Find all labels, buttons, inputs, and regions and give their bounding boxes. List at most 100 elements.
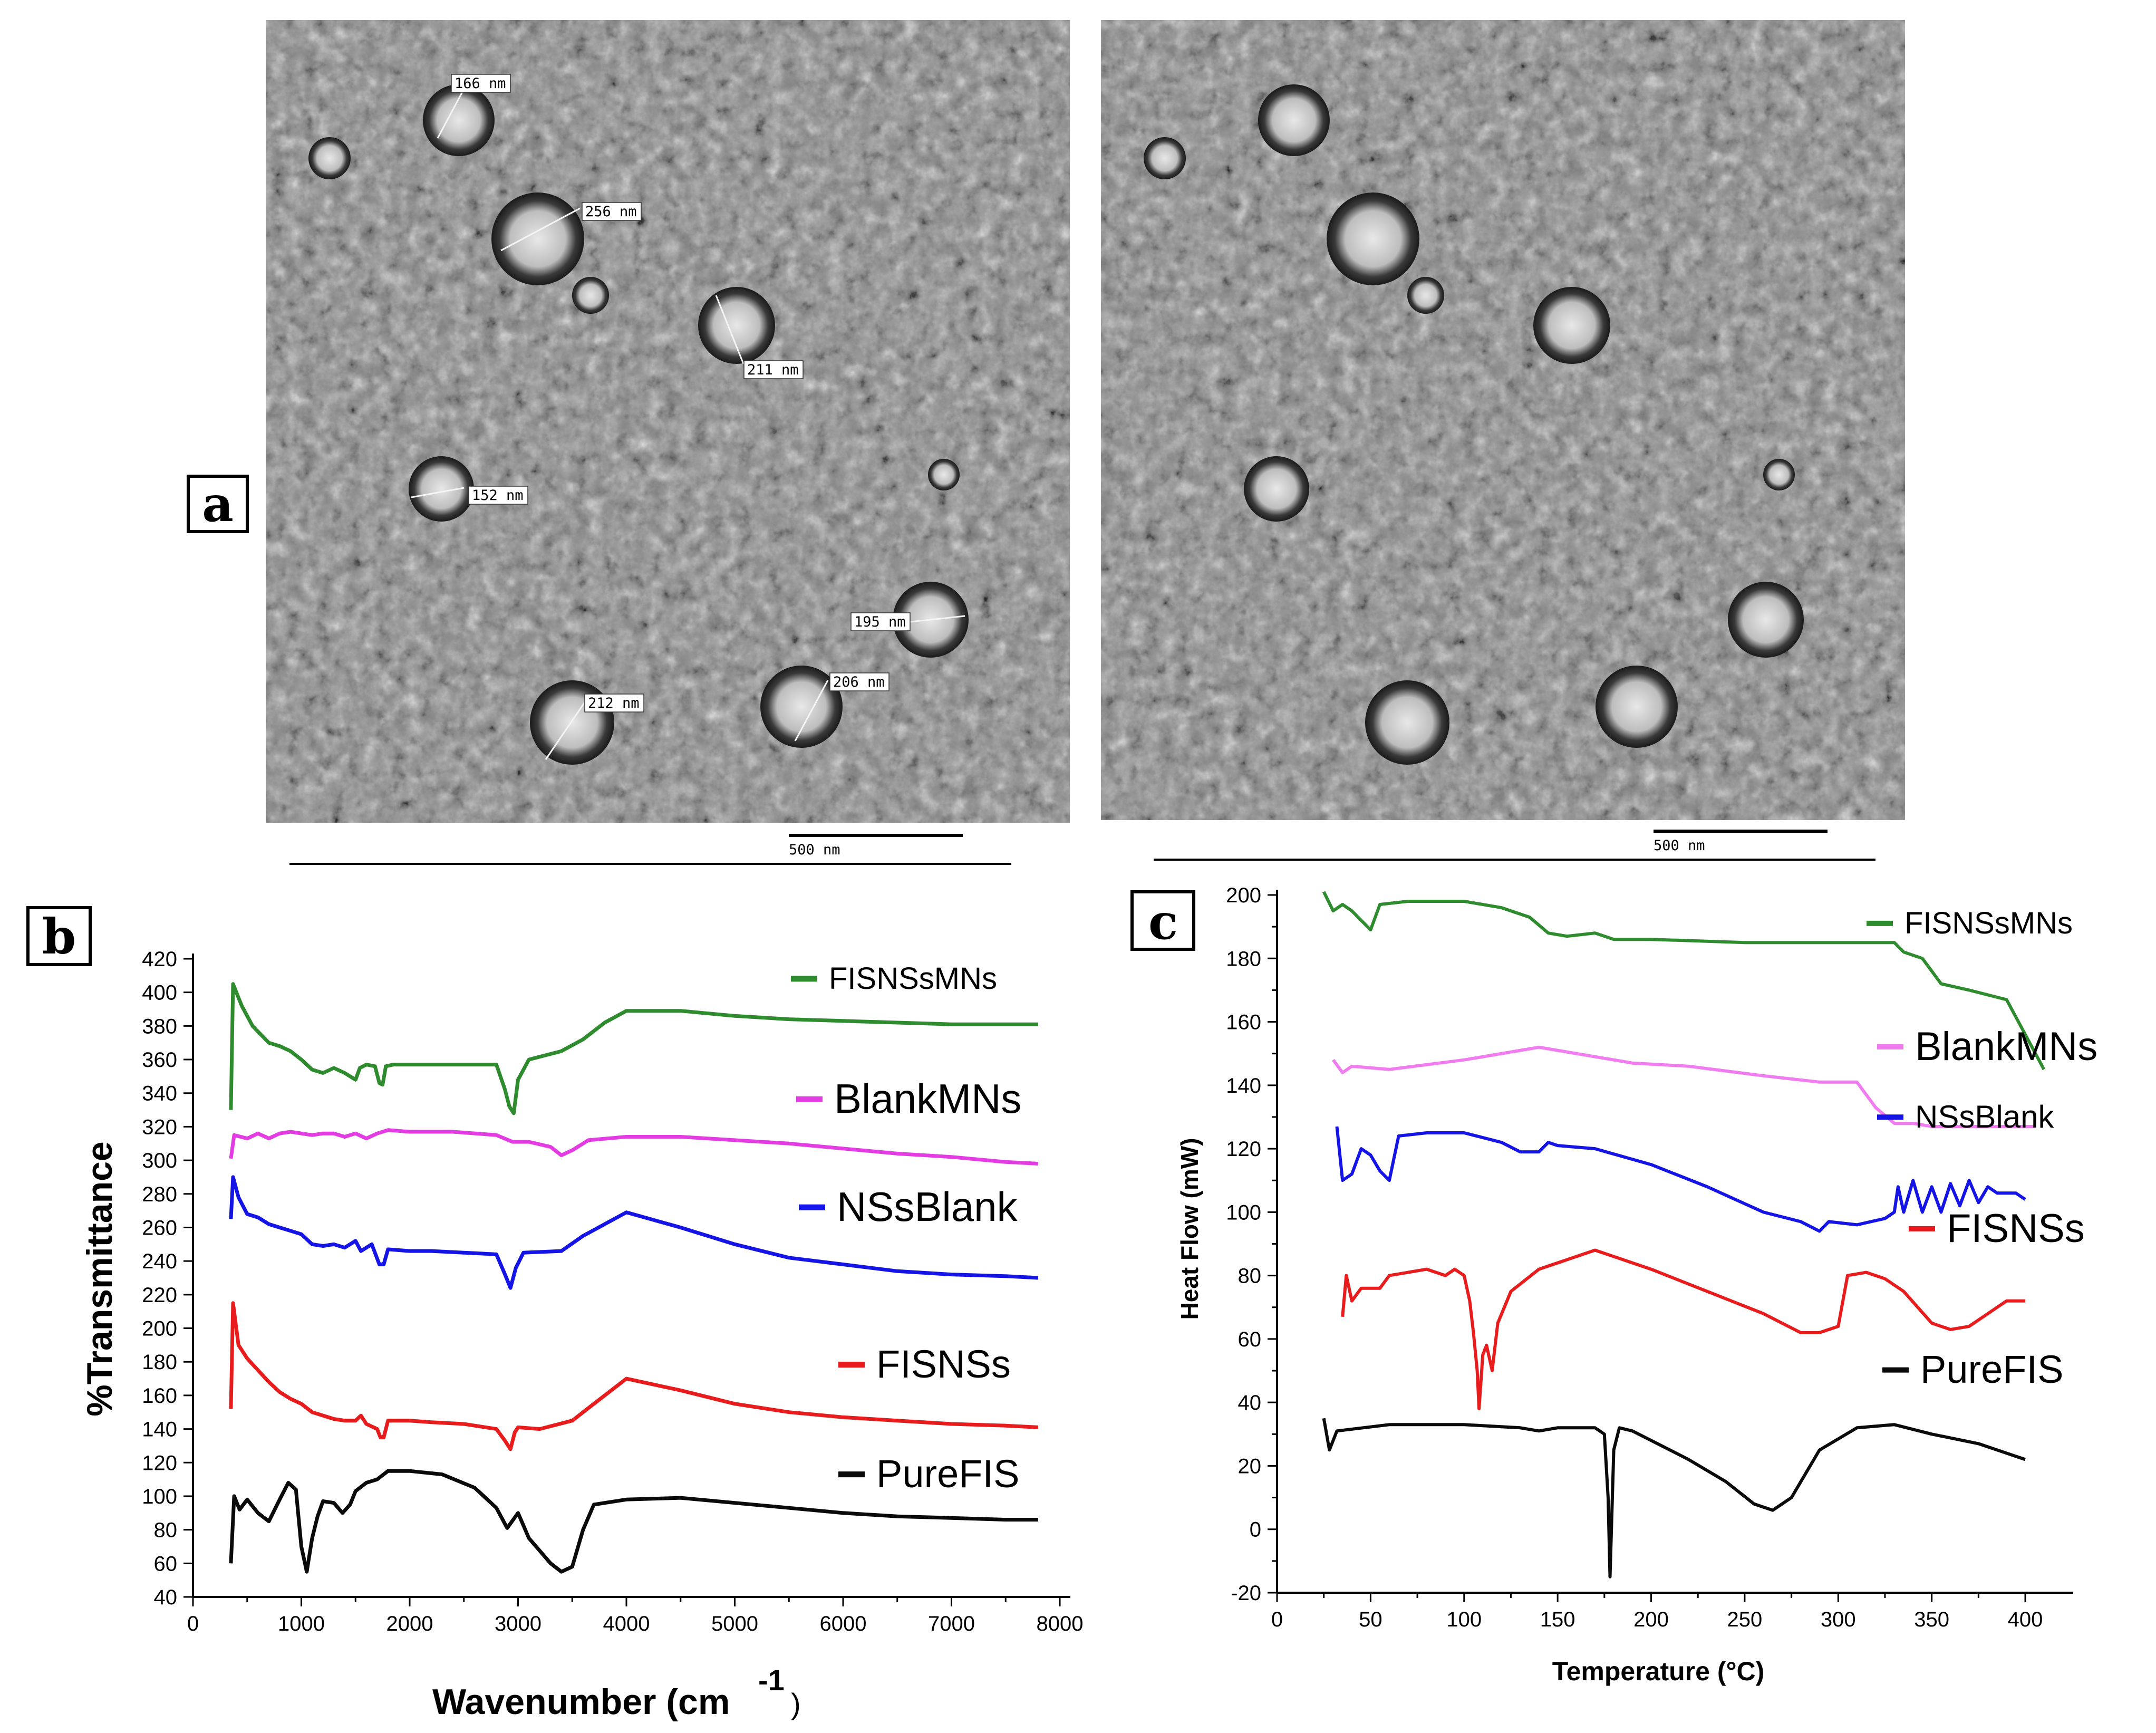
- vesicle: [1763, 459, 1795, 490]
- vesicle: [760, 666, 843, 748]
- x-tick-label: 0: [187, 1612, 199, 1635]
- panel-label-a: a: [187, 475, 249, 533]
- tem-panel: 166 nm 256 nm 211 nm 152 nm 195 nm 206 nm 212 …: [187, 20, 1905, 865]
- size-measurements: 166 nm 256 nm 211 nm 152 nm 195 nm 206 nm 212 …: [411, 74, 965, 760]
- measure-line: [794, 680, 829, 742]
- y-tick-label: 300: [142, 1149, 177, 1172]
- measure-label-box: [829, 672, 890, 691]
- x-tick-label: 6000: [820, 1612, 867, 1635]
- scale-label-left: 500 nm: [789, 842, 840, 858]
- x-tick-label: 150: [1540, 1608, 1575, 1631]
- measure-label-box: [451, 74, 511, 93]
- vesicle: [1144, 137, 1186, 179]
- vesicle: [1258, 84, 1330, 156]
- y-tick-label: 180: [1226, 947, 1261, 970]
- legend-label-BlankMNs: BlankMNs: [1915, 1024, 2097, 1069]
- vesicle: [1533, 287, 1610, 364]
- measure-label-box: [743, 360, 804, 379]
- measure-label-box: [584, 694, 644, 713]
- series-line-FISNSs: [1341, 1248, 2025, 1411]
- vesicle: [1244, 456, 1309, 522]
- x-tick-label: 50: [1359, 1608, 1382, 1631]
- y-tick-label: 200: [142, 1317, 177, 1341]
- measure-line: [500, 207, 581, 252]
- y-tick-label: 160: [142, 1384, 177, 1408]
- series-line-NSsBlank: [1335, 1126, 2026, 1233]
- y-axis-title: Heat Flow (mW): [1176, 1138, 1203, 1320]
- y-tick-label: 80: [154, 1519, 178, 1542]
- y-tick-label: 20: [1238, 1455, 1262, 1478]
- measure-label: 206 nm: [833, 674, 885, 690]
- vesicle: [530, 680, 614, 765]
- measure-label: 195 nm: [854, 614, 906, 630]
- scale-bar-left: 500 nm: [789, 834, 963, 858]
- x-tick-label: 3000: [495, 1612, 542, 1635]
- ftir-panel: b 0 1000 2000 3000 4000 5000 6000 7000 8000 40 60 8…: [26, 906, 1083, 1722]
- vesicle: [928, 459, 960, 490]
- series-line-FISNSsMNs: [229, 982, 1038, 1115]
- x-tick-label: 5000: [711, 1612, 758, 1635]
- y-tick-label: 380: [142, 1015, 177, 1038]
- vesicle: [409, 456, 474, 522]
- legend-label-FISNSs: FISNSs: [1947, 1206, 2085, 1251]
- y-tick-label: 240: [142, 1250, 177, 1273]
- y-tick-label: 260: [142, 1216, 177, 1239]
- vesicle: [1327, 192, 1419, 285]
- panel-label-b-text: b: [42, 908, 76, 965]
- series-line-PureFIS: [1322, 1418, 2026, 1578]
- measure-label: 256 nm: [585, 204, 637, 220]
- legend-label-PureFIS: PureFIS: [876, 1452, 1019, 1496]
- x-tick-label: 8000: [1037, 1612, 1084, 1635]
- y-tick-label: 60: [154, 1552, 178, 1575]
- y-tick-label: 180: [142, 1351, 177, 1374]
- measure-label: 212 nm: [588, 695, 640, 711]
- measure-line: [715, 295, 745, 364]
- x-tick-label: 400: [2008, 1608, 2043, 1631]
- vesicle: [491, 192, 584, 285]
- dsc-chart: 0 50 100 150 200 250 300 350 400 -20 0 20 40 60 80 100 1…: [1176, 884, 2097, 1686]
- y-tick-label: 100: [1226, 1201, 1261, 1224]
- ftir-chart: 0 1000 2000 3000 4000 5000 6000 7000 8000 40 60 80 1…: [80, 948, 1083, 1722]
- y-tick-label: 140: [142, 1418, 177, 1441]
- y-tick-label: 280: [142, 1183, 177, 1206]
- x-tick-label: 2000: [386, 1612, 433, 1635]
- x-axis-title: Wavenumber (cm: [432, 1682, 730, 1722]
- legend-label-BlankMNs: BlankMNs: [834, 1075, 1021, 1122]
- y-tick-label: 220: [142, 1284, 177, 1307]
- y-tick-label: -20: [1231, 1582, 1261, 1605]
- y-tick-label: 60: [1238, 1328, 1262, 1351]
- legend-label-FISNSsMNs: FISNSsMNs: [1904, 906, 2073, 940]
- y-tick-label: 340: [142, 1082, 177, 1105]
- vesicle: [572, 277, 609, 314]
- vesicle: [698, 287, 775, 364]
- y-tick-label: 140: [1226, 1074, 1261, 1097]
- x-axis-title-close: ): [791, 1687, 801, 1720]
- y-tick-label: 100: [142, 1485, 177, 1508]
- x-tick-label: 0: [1271, 1608, 1283, 1631]
- measure-label-box: [850, 612, 911, 631]
- x-tick-label: 300: [1821, 1608, 1856, 1631]
- legend-label-FISNSs: FISNSs: [876, 1342, 1011, 1386]
- scale-bar-right: 500 nm: [1654, 830, 1828, 854]
- y-tick-label: 120: [142, 1451, 177, 1475]
- y-tick-label: 0: [1250, 1518, 1261, 1542]
- measure-label: 166 nm: [455, 75, 506, 92]
- x-axis-title: Temperature (°C): [1552, 1657, 1764, 1686]
- y-tick-label: 40: [154, 1586, 178, 1609]
- x-tick-label: 7000: [928, 1612, 975, 1635]
- x-tick-label: 200: [1633, 1608, 1669, 1631]
- vesicle: [1407, 277, 1444, 314]
- y-axis-title: %Transmittance: [80, 1141, 120, 1417]
- y-tick-label: 160: [1226, 1011, 1261, 1034]
- x-tick-label: 100: [1446, 1608, 1482, 1631]
- y-tick-label: 120: [1226, 1138, 1261, 1161]
- legend-label-PureFIS: PureFIS: [1920, 1347, 2063, 1391]
- vesicle: [308, 137, 351, 179]
- series-line-FISNSsMNs: [1322, 891, 2046, 1071]
- measure-label-box: [468, 486, 528, 505]
- tem-image-left: [266, 20, 1070, 823]
- scale-label-right: 500 nm: [1654, 837, 1705, 854]
- y-tick-label: 360: [142, 1048, 177, 1072]
- x-tick-label: 250: [1727, 1608, 1763, 1631]
